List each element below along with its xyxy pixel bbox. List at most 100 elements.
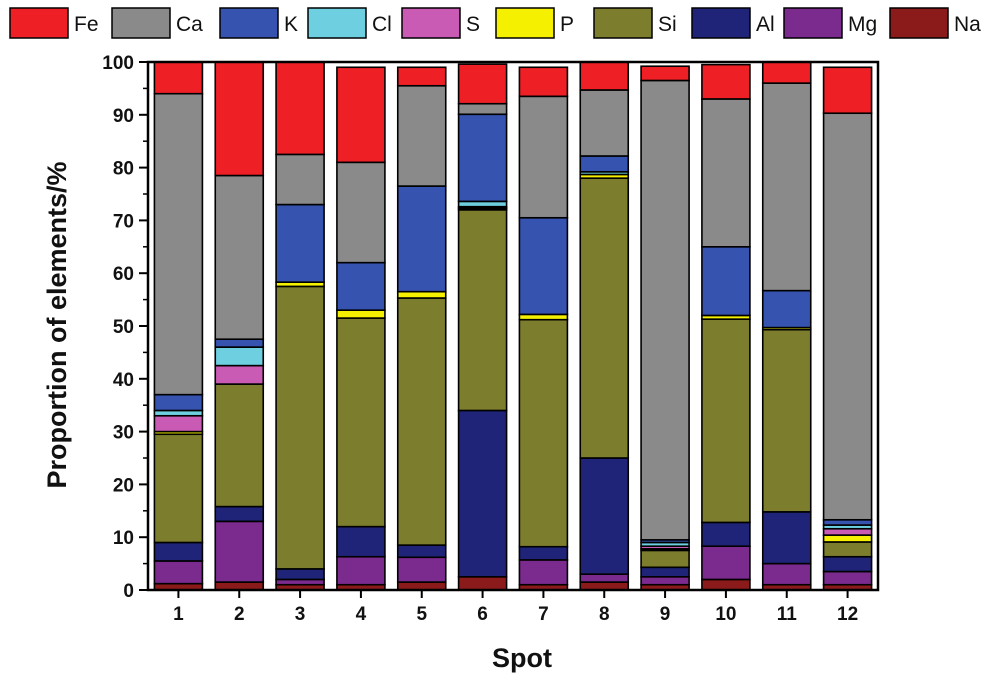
- legend-item-s: S: [401, 7, 480, 39]
- bar-spot-1: [153, 61, 204, 591]
- bar-segment-si-spot-4: [336, 317, 386, 528]
- y-tick-label: 50: [113, 317, 134, 338]
- y-tick-label: 80: [113, 159, 134, 180]
- bar-spot-8: [579, 61, 630, 591]
- bar-segment-k-spot-6: [457, 113, 508, 203]
- bar-segment-fe-spot-10: [701, 63, 751, 100]
- y-tick-label: 70: [113, 211, 134, 232]
- legend-item-mg: Mg: [783, 7, 877, 39]
- bar-spot-5: [396, 66, 447, 591]
- bar-segment-al-spot-6: [457, 409, 508, 578]
- y-tick-label: 90: [113, 106, 134, 127]
- legend-label: Mg: [848, 13, 877, 36]
- x-axis-title: Spot: [492, 643, 552, 673]
- bar-segment-ca-spot-2: [214, 174, 265, 340]
- bar-segment-al-spot-3: [275, 568, 325, 581]
- bar-segment-fe-spot-9: [640, 65, 690, 82]
- x-tick-label: 1: [173, 604, 184, 625]
- bar-segment-si-spot-11: [761, 328, 812, 513]
- bar-segment-mg-spot-1: [153, 560, 204, 585]
- legend-swatch: [9, 7, 69, 39]
- x-tick-label: 9: [660, 604, 671, 625]
- bar-segment-al-spot-1: [153, 541, 204, 562]
- bar-segment-k-spot-10: [701, 246, 751, 317]
- legend-label: Al: [756, 13, 775, 36]
- bar-segment-al-spot-5: [396, 544, 447, 559]
- bar-segment-ca-spot-8: [579, 89, 630, 157]
- y-tick-label: 0: [123, 581, 134, 602]
- legend-item-ca: Ca: [111, 7, 203, 39]
- legend-swatch: [783, 7, 843, 39]
- legend-swatch: [593, 7, 653, 39]
- bar-segment-si-spot-8: [579, 177, 630, 459]
- bar-segment-al-spot-8: [579, 457, 630, 575]
- bar-segment-ca-spot-3: [275, 153, 325, 206]
- bar-segment-si-spot-5: [396, 297, 447, 546]
- bar-segment-k-spot-7: [518, 216, 569, 316]
- bar-segment-mg-spot-4: [336, 555, 386, 586]
- bar-spot-7: [518, 66, 569, 591]
- bar-segment-si-spot-9: [640, 549, 690, 569]
- bar-segment-ca-spot-7: [518, 95, 569, 219]
- bar-segment-mg-spot-5: [396, 556, 447, 583]
- bar-segment-na-spot-10: [701, 578, 751, 591]
- bar-spot-3: [275, 61, 325, 591]
- x-tick-label: 4: [356, 604, 367, 625]
- legend-swatch: [889, 7, 949, 39]
- x-tick-label: 3: [295, 604, 306, 625]
- bar-segment-si-spot-10: [701, 318, 751, 524]
- bar-spot-12: [822, 66, 873, 591]
- bar-segment-al-spot-9: [640, 566, 690, 578]
- y-tick-label: 60: [113, 264, 134, 285]
- bar-segment-k-spot-8: [579, 155, 630, 173]
- x-tick-label: 10: [715, 604, 736, 625]
- legend-label: Cl: [372, 13, 392, 36]
- bar-segment-mg-spot-12: [822, 570, 873, 586]
- bar-segment-fe-spot-3: [275, 61, 325, 156]
- y-tick-label: 20: [113, 475, 134, 496]
- bar-segment-p-spot-4: [336, 309, 386, 319]
- bar-segment-ca-spot-12: [822, 112, 873, 521]
- bar-segment-k-spot-4: [336, 261, 386, 311]
- bar-segment-k-spot-11: [761, 289, 812, 329]
- legend-label: K: [284, 13, 298, 36]
- x-tick-label: 7: [538, 604, 549, 625]
- legend-swatch: [401, 7, 461, 39]
- legend: Fe Ca K Cl S P Si Al Mg Na: [9, 7, 981, 39]
- bar-spot-6: [457, 63, 508, 591]
- x-tick-label: 12: [837, 604, 858, 625]
- bar-segment-si-spot-1: [153, 433, 204, 544]
- y-tick-label: 10: [113, 528, 134, 549]
- y-axis-title: Proportion of elements/%: [42, 161, 72, 488]
- y-tick-label: 30: [113, 423, 134, 444]
- legend-swatch: [111, 7, 171, 39]
- bar-segment-si-spot-12: [822, 541, 873, 558]
- y-tick-label: 100: [102, 53, 134, 74]
- legend-label: Na: [954, 13, 981, 36]
- bar-segment-s-spot-2: [214, 364, 265, 385]
- bar-segment-na-spot-6: [457, 575, 508, 591]
- bar-segment-ca-spot-5: [396, 84, 447, 187]
- bar-segment-mg-spot-11: [761, 562, 812, 586]
- bar-segment-fe-spot-8: [579, 61, 630, 91]
- legend-item-al: Al: [691, 7, 775, 39]
- legend-item-p: P: [495, 7, 574, 39]
- bar-segment-si-spot-6: [457, 209, 508, 412]
- bar-segment-ca-spot-10: [701, 98, 751, 248]
- x-tick-label: 5: [416, 604, 427, 625]
- legend-label: Fe: [74, 13, 99, 36]
- bar-segment-ca-spot-6: [457, 102, 508, 116]
- bar-segment-ca-spot-9: [640, 79, 690, 541]
- bars: [153, 61, 873, 591]
- bar-segment-ca-spot-11: [761, 82, 812, 292]
- bar-segment-al-spot-7: [518, 545, 569, 561]
- bar-segment-fe-spot-12: [822, 66, 873, 115]
- legend-label: Si: [658, 13, 677, 36]
- bar-segment-si-spot-2: [214, 383, 265, 508]
- legend-swatch: [219, 7, 279, 39]
- bar-spot-4: [336, 66, 386, 591]
- bar-segment-fe-spot-2: [214, 61, 265, 177]
- bar-spot-2: [214, 61, 265, 591]
- bar-segment-cl-spot-2: [214, 346, 265, 367]
- bar-segment-k-spot-3: [275, 203, 325, 283]
